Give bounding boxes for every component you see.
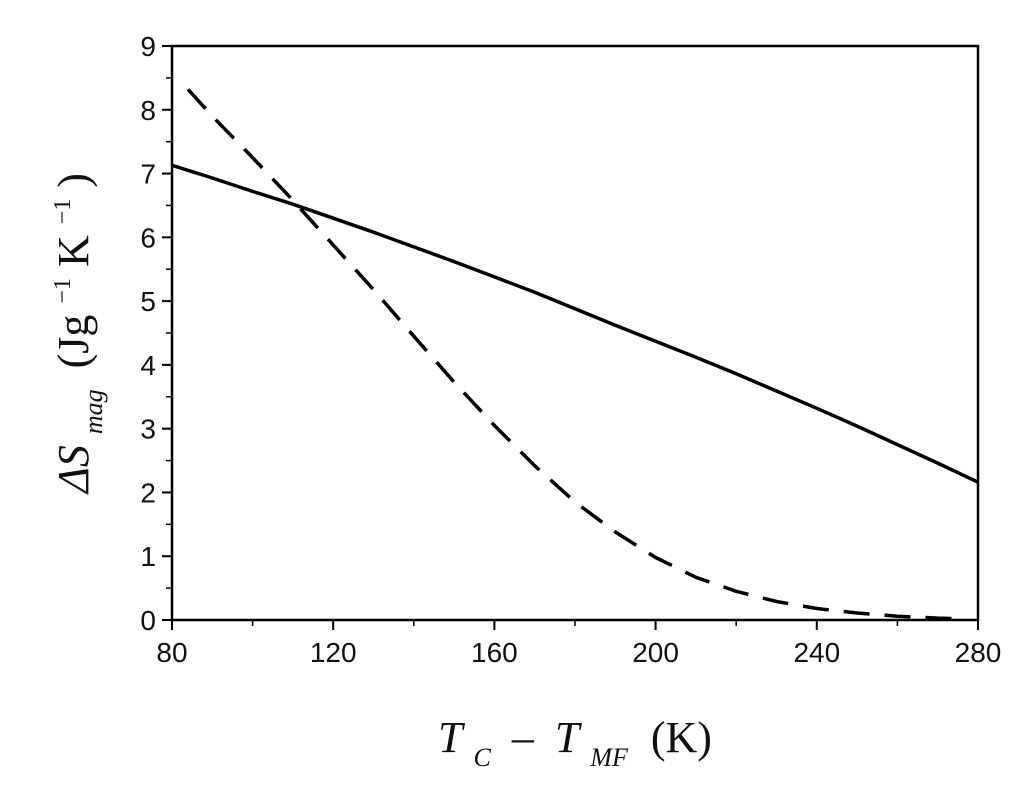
y-tick-label: 5 xyxy=(140,286,156,317)
x-title-sub1: C xyxy=(474,743,492,772)
y-axis-title: ΔS mag (Jg −1 K −1 ) xyxy=(31,173,112,495)
x-title-unit: (K) xyxy=(651,713,712,762)
x-tick-label: 200 xyxy=(632,637,679,668)
x-tick-label: 120 xyxy=(310,637,357,668)
y-tick-label: 3 xyxy=(140,414,156,445)
x-title-T2: T xyxy=(555,713,583,762)
y-title-sup2: −1 xyxy=(50,199,76,225)
x-tick-label: 80 xyxy=(156,637,187,668)
y-title-unit-open: (Jg xyxy=(49,315,98,369)
x-title-T1: T xyxy=(438,713,466,762)
y-title-unit-k: K xyxy=(49,235,98,267)
y-tick-label: 4 xyxy=(140,350,156,381)
y-tick-label: 8 xyxy=(140,95,156,126)
x-title-sub2: MF xyxy=(589,743,629,772)
x-tick-label: 280 xyxy=(955,637,1002,668)
y-axis-ticks: 0 1 2 3 4 5 6 7 8 9 xyxy=(140,31,172,636)
x-tick-label: 240 xyxy=(793,637,840,668)
y-title-delta-s: ΔS xyxy=(49,445,98,495)
y-tick-label: 9 xyxy=(140,31,156,62)
series-solid-line xyxy=(171,163,979,484)
x-tick-label: 160 xyxy=(471,637,518,668)
series-layer xyxy=(171,88,979,621)
y-tick-label: 2 xyxy=(140,477,156,508)
y-title-sub: mag xyxy=(79,389,108,434)
plot-frame xyxy=(170,44,980,622)
x-axis-title: T C – T MF (K) xyxy=(438,713,712,776)
y-tick-label: 7 xyxy=(140,159,156,190)
y-tick-label: 6 xyxy=(140,222,156,253)
y-title-unit-close: ) xyxy=(49,173,98,188)
series-dashed-line xyxy=(186,88,962,621)
y-tick-label: 1 xyxy=(140,541,156,572)
x-title-minus: – xyxy=(511,713,535,762)
x-axis-ticks: 80 120 160 200 240 280 xyxy=(156,620,1001,668)
y-title-sup1: −1 xyxy=(50,278,76,304)
y-tick-label: 0 xyxy=(140,605,156,636)
